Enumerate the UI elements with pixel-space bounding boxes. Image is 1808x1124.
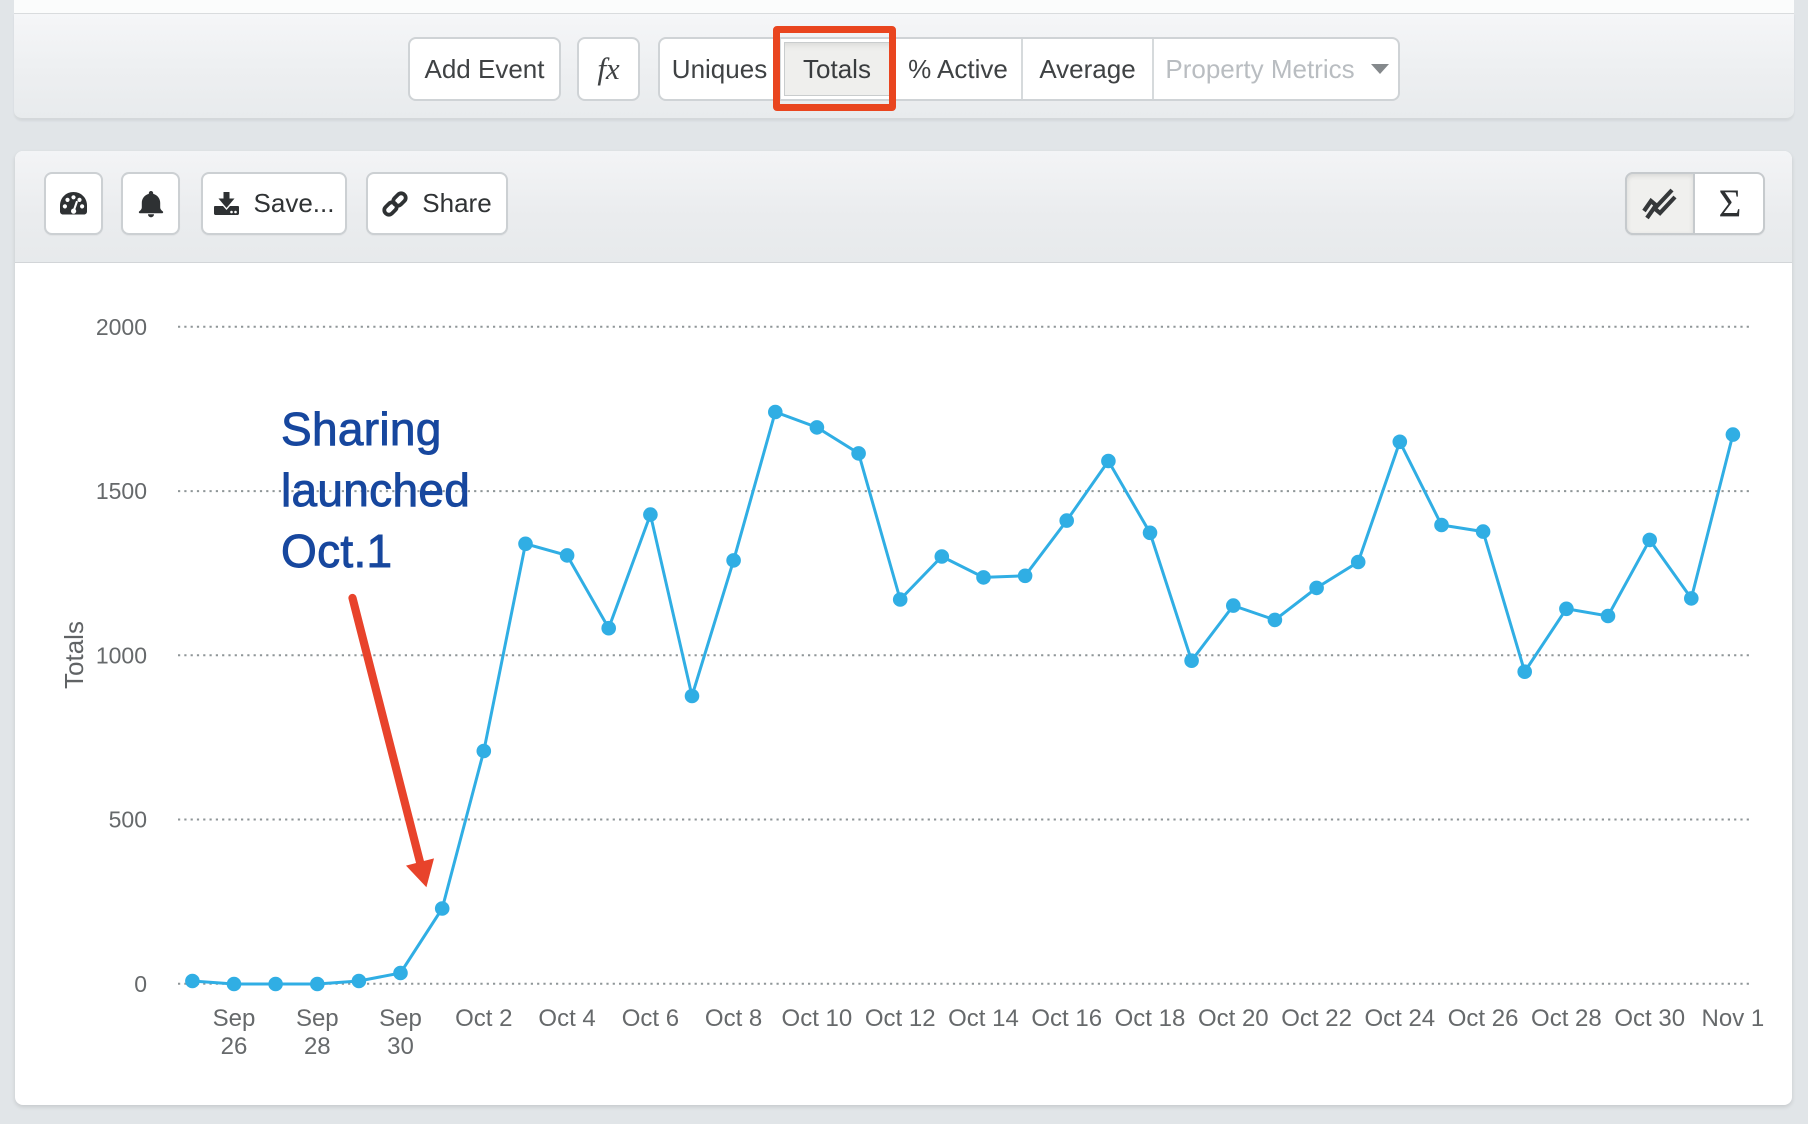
svg-text:28: 28 (304, 1033, 331, 1060)
svg-text:2000: 2000 (96, 314, 147, 340)
svg-text:1500: 1500 (96, 478, 147, 504)
svg-text:1000: 1000 (96, 642, 147, 668)
svg-text:Sep: Sep (379, 1005, 422, 1032)
svg-text:Totals: Totals (59, 621, 89, 689)
svg-text:26: 26 (221, 1033, 248, 1060)
svg-text:Oct 10: Oct 10 (782, 1005, 853, 1032)
svg-text:30: 30 (387, 1033, 414, 1060)
svg-text:0: 0 (134, 971, 147, 997)
svg-text:Oct 14: Oct 14 (948, 1005, 1019, 1032)
svg-text:Oct 6: Oct 6 (622, 1005, 679, 1032)
svg-text:Sep: Sep (213, 1005, 256, 1032)
svg-text:Oct 2: Oct 2 (455, 1005, 512, 1032)
svg-text:Oct 28: Oct 28 (1531, 1005, 1602, 1032)
svg-text:Nov 1: Nov 1 (1702, 1005, 1765, 1032)
svg-text:Sep: Sep (296, 1005, 339, 1032)
svg-text:Oct 4: Oct 4 (538, 1005, 595, 1032)
svg-text:Oct 18: Oct 18 (1115, 1005, 1186, 1032)
svg-text:500: 500 (109, 807, 147, 833)
svg-text:Oct 8: Oct 8 (705, 1005, 762, 1032)
svg-text:Oct 12: Oct 12 (865, 1005, 936, 1032)
svg-text:Oct 24: Oct 24 (1364, 1005, 1435, 1032)
svg-text:Oct 30: Oct 30 (1614, 1005, 1685, 1032)
svg-text:Oct 22: Oct 22 (1281, 1005, 1352, 1032)
svg-text:Oct 16: Oct 16 (1031, 1005, 1102, 1032)
svg-text:Oct 20: Oct 20 (1198, 1005, 1269, 1032)
svg-text:Oct 26: Oct 26 (1448, 1005, 1519, 1032)
